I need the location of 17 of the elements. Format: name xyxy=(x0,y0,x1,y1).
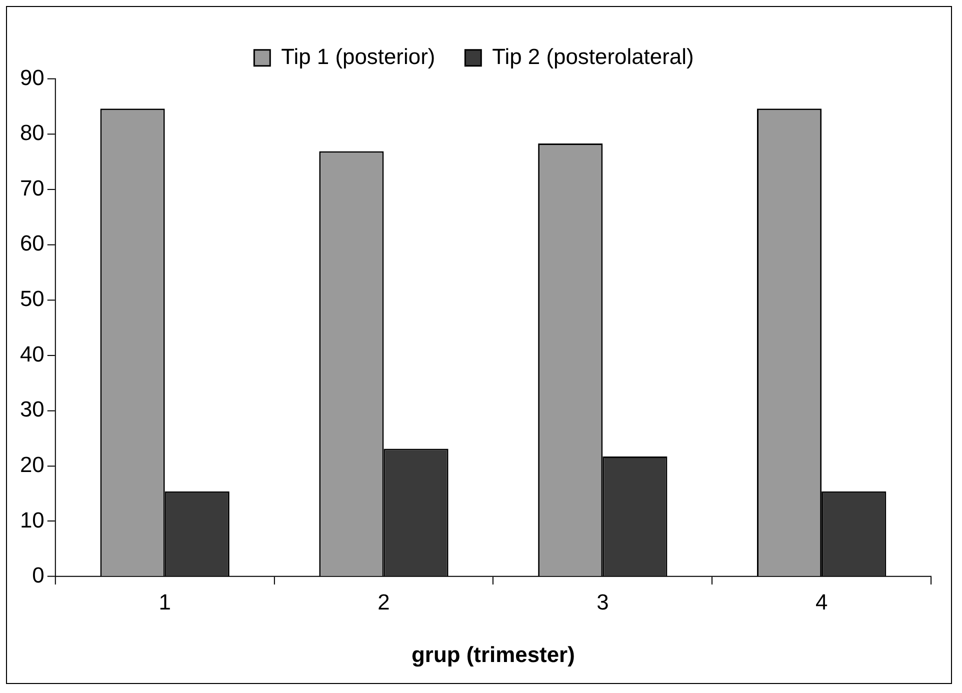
y-tick-label: 30 xyxy=(20,396,44,422)
x-tick-label: 4 xyxy=(815,590,828,615)
y-tick-label: 40 xyxy=(20,341,44,366)
x-tick-label: 3 xyxy=(596,590,609,615)
x-tick-label: 1 xyxy=(158,590,171,615)
legend-label: Tip 1 (posterior) xyxy=(281,44,436,69)
y-tick-label: 10 xyxy=(20,507,44,532)
x-tick-label: 2 xyxy=(378,590,390,615)
y-tick-label: 20 xyxy=(20,452,44,477)
y-tick-label: 0 xyxy=(32,562,44,588)
x-axis-title: grup (trimester) xyxy=(412,642,575,667)
y-tick-label: 60 xyxy=(20,230,44,256)
y-tick-label: 50 xyxy=(20,286,44,312)
y-tick-label: 70 xyxy=(20,175,44,200)
y-tick-label: 80 xyxy=(20,120,44,146)
legend-label: Tip 2 (posterolateral) xyxy=(492,44,694,69)
y-tick-label: 90 xyxy=(20,64,44,90)
